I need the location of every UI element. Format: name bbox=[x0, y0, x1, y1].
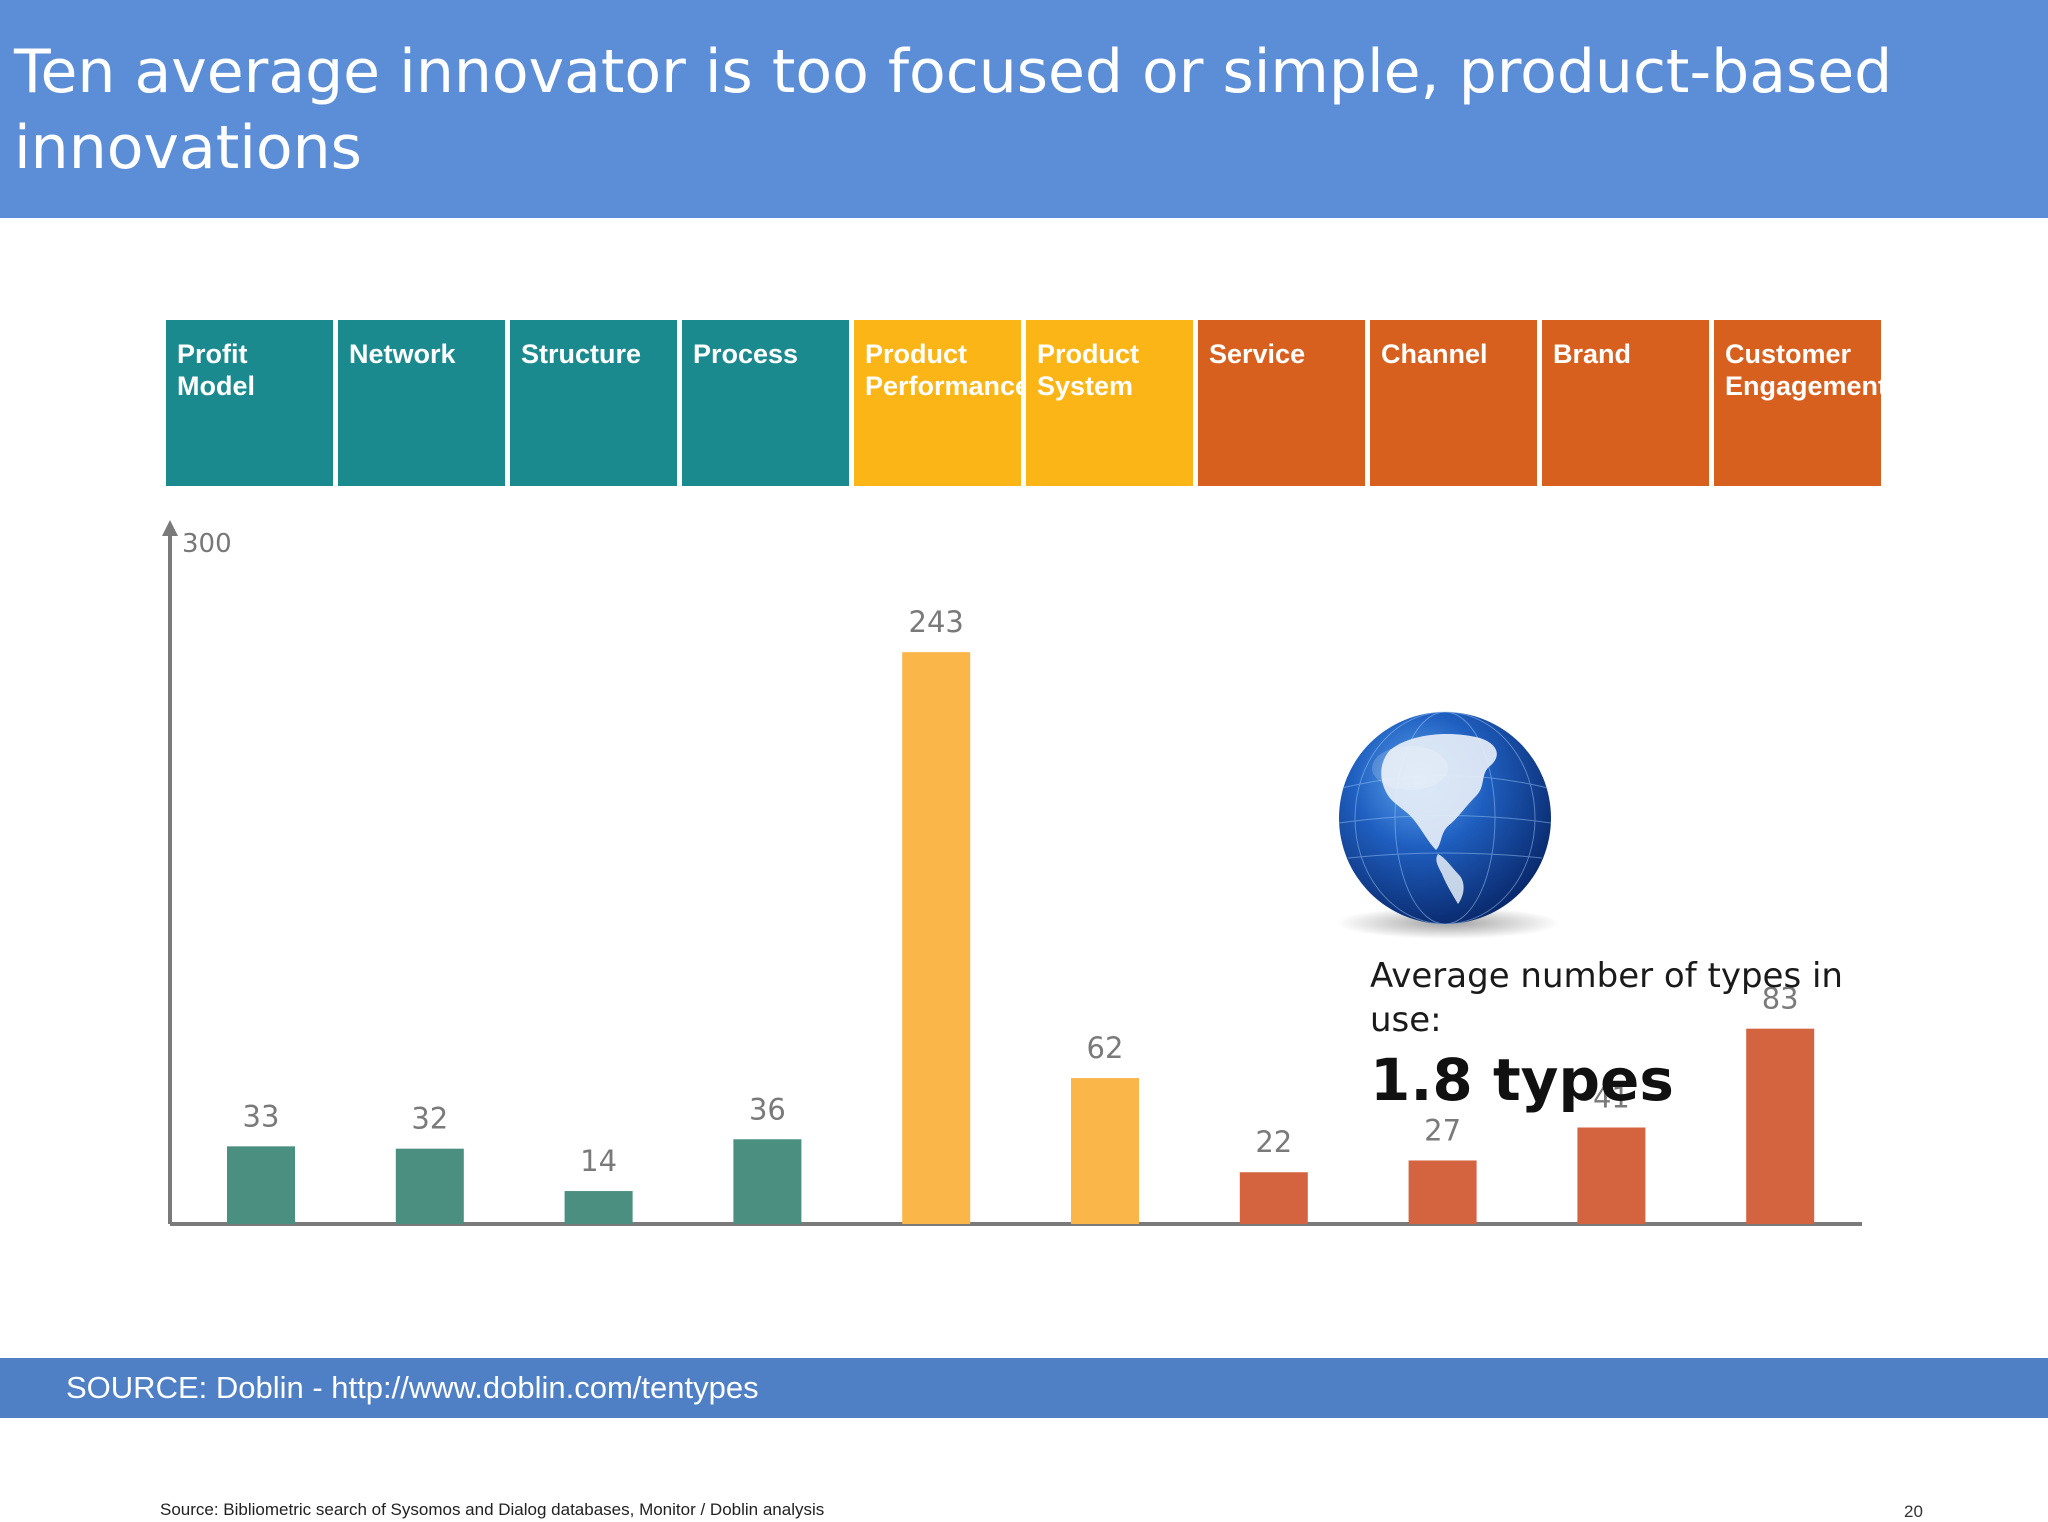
title-bar: Ten average innovator is too focused or … bbox=[0, 0, 2048, 218]
category-header-box bbox=[1714, 320, 1881, 486]
category-label: System bbox=[1037, 371, 1133, 401]
category-header-box bbox=[682, 320, 849, 486]
bar-value-label: 83 bbox=[1762, 982, 1799, 1016]
globe-icon bbox=[1330, 708, 1560, 948]
category-label: Process bbox=[693, 339, 798, 369]
bar bbox=[1746, 1028, 1815, 1224]
category-header-box bbox=[1370, 320, 1537, 486]
category-label: Structure bbox=[521, 339, 641, 369]
bar-value-label: 41 bbox=[1593, 1081, 1630, 1115]
bar-value-label: 62 bbox=[1087, 1031, 1124, 1065]
category-label: Network bbox=[349, 339, 457, 369]
y-tick-label: 300 bbox=[182, 529, 232, 559]
bar bbox=[1239, 1172, 1308, 1224]
category-header-box bbox=[1198, 320, 1365, 486]
bar-value-label: 27 bbox=[1424, 1113, 1461, 1147]
bar bbox=[902, 652, 971, 1224]
callout-caption: Average number of types in use: bbox=[1370, 956, 1843, 1040]
category-label: Model bbox=[177, 371, 255, 401]
bar bbox=[1577, 1127, 1646, 1224]
category-label: Profit bbox=[177, 339, 248, 369]
bar bbox=[1408, 1160, 1477, 1224]
bar bbox=[227, 1146, 295, 1224]
bar-series: 33 32 14 36 243 62 22 27 41 83 bbox=[227, 605, 1815, 1224]
category-header-box bbox=[854, 320, 1021, 486]
category-label: Engagement bbox=[1725, 371, 1887, 401]
category-label: Channel bbox=[1381, 339, 1488, 369]
source-note: Source: Bibliometric search of Sysomos a… bbox=[160, 1500, 825, 1519]
bar bbox=[395, 1148, 464, 1224]
category-label: Customer bbox=[1725, 339, 1852, 369]
footer-source: SOURCE: Doblin - http://www.doblin.com/t… bbox=[66, 1370, 759, 1405]
category-label: Service bbox=[1209, 339, 1305, 369]
bar-value-label: 36 bbox=[749, 1092, 786, 1126]
footer-bar: SOURCE: Doblin - http://www.doblin.com/t… bbox=[0, 1358, 2048, 1418]
y-axis-arrow bbox=[162, 520, 178, 536]
category-header-box bbox=[1026, 320, 1193, 486]
category-header-box bbox=[1542, 320, 1709, 486]
slide-title: Ten average innovator is too focused or … bbox=[14, 37, 1893, 183]
bar-value-label: 32 bbox=[411, 1102, 448, 1136]
bar bbox=[564, 1191, 633, 1224]
category-label: Product bbox=[1037, 339, 1139, 369]
bar-value-label: 33 bbox=[243, 1099, 280, 1133]
bar-value-label: 14 bbox=[580, 1144, 617, 1178]
bar bbox=[1071, 1078, 1139, 1224]
category-header-box bbox=[166, 320, 333, 486]
bar bbox=[733, 1139, 802, 1224]
bar-value-label: 22 bbox=[1255, 1125, 1292, 1159]
category-label: Product bbox=[865, 339, 967, 369]
callout-value: 1.8 types bbox=[1370, 1046, 1674, 1114]
category-label: Performance bbox=[865, 371, 1030, 401]
page-number: 20 bbox=[1904, 1502, 1923, 1521]
bar-value-label: 243 bbox=[909, 605, 964, 639]
category-header-box bbox=[338, 320, 505, 486]
slide-panel: Profit Model Network Structure Process Produc… bbox=[0, 218, 2048, 1521]
category-header-box bbox=[510, 320, 677, 486]
category-label: Brand bbox=[1553, 339, 1631, 369]
